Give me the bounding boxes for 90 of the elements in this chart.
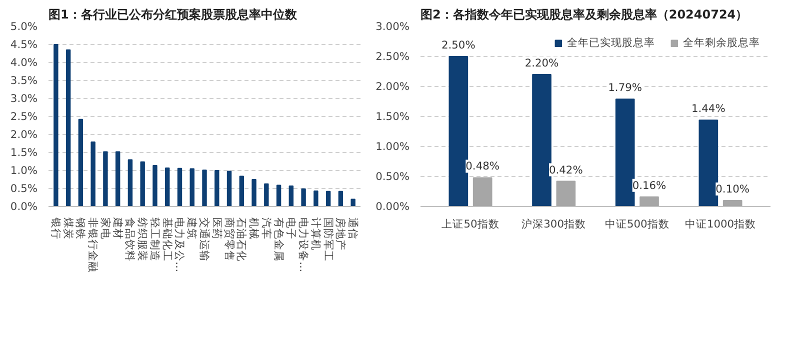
x-tick-label: 煤炭 <box>62 218 75 240</box>
y-tick-label: 5.0% <box>10 20 38 33</box>
bar <box>214 170 220 206</box>
y-tick-label: 0.5% <box>10 182 38 195</box>
data-label: 0.42% <box>548 163 583 176</box>
bar <box>78 118 84 206</box>
data-label: 0.16% <box>632 178 666 192</box>
x-tick-label: 电力设备… <box>297 218 310 272</box>
x-tick-label: 通信 <box>346 218 360 240</box>
x-tick-label: 基础化工 <box>160 218 174 262</box>
y-tick-label: 0.00% <box>376 200 410 213</box>
bar <box>276 184 282 206</box>
bar <box>177 168 182 206</box>
x-tick-label: 机械 <box>248 218 261 240</box>
bar <box>722 200 742 206</box>
data-label: 2.50% <box>441 38 476 52</box>
bar <box>532 74 552 206</box>
x-tick-label: 中证1000指数 <box>684 218 756 230</box>
bar <box>350 198 356 206</box>
x-tick-label: 医药 <box>210 218 224 240</box>
bar <box>252 179 256 206</box>
x-tick-label: 沪深300指数 <box>522 218 586 230</box>
data-label: 0.10% <box>716 182 750 196</box>
x-tick-label: 商贸零售 <box>222 218 236 262</box>
x-tick-label: 国防军工 <box>322 218 335 262</box>
y-tick-label: 2.50% <box>376 50 410 63</box>
bar <box>264 183 269 206</box>
bar <box>128 159 133 206</box>
bar <box>615 98 635 206</box>
y-tick-label: 1.00% <box>376 140 410 153</box>
bar <box>338 190 344 206</box>
y-tick-label: 2.00% <box>376 80 410 93</box>
y-tick-label: 3.5% <box>10 74 38 87</box>
y-tick-label: 1.0% <box>10 164 38 177</box>
bar <box>202 170 207 206</box>
x-tick-label: 电子 <box>284 218 298 240</box>
bar <box>288 185 294 206</box>
legend-label: 全年剩余股息率 <box>683 36 760 50</box>
y-tick-label: 2.0% <box>10 128 38 141</box>
bar <box>103 151 108 206</box>
y-tick-label: 4.5% <box>10 38 38 51</box>
y-tick-label: 3.0% <box>10 92 38 105</box>
bar <box>472 177 492 206</box>
x-tick-label: 家电 <box>98 218 112 240</box>
data-label: 1.44% <box>691 102 726 116</box>
bar <box>66 49 71 206</box>
bar <box>239 176 244 206</box>
bar <box>90 142 96 206</box>
x-tick-label: 钢铁 <box>74 216 88 240</box>
x-tick-label: 电力及公… <box>173 218 186 272</box>
bar <box>54 44 58 206</box>
x-tick-label: 交通运输 <box>198 218 211 262</box>
x-tick-label: 石油石化 <box>235 218 248 262</box>
data-label: 1.79% <box>608 81 642 94</box>
data-label: 0.48% <box>466 160 500 173</box>
bar <box>640 196 659 206</box>
x-tick-label: 食品饮料 <box>124 218 137 262</box>
y-tick-label: 4.0% <box>10 56 38 69</box>
legend-label: 全年已实现股息率 <box>567 36 655 50</box>
bar <box>190 168 194 206</box>
data-label: 2.20% <box>524 56 559 70</box>
x-tick-label: 建筑 <box>186 216 199 240</box>
y-tick-label: 3.00% <box>376 20 410 33</box>
chart-title: 图2：各指数今年已实现股息率及剩余股息率（20240724） <box>420 8 748 22</box>
bar <box>326 190 331 206</box>
bar <box>556 180 576 206</box>
x-tick-label: 纺织服装 <box>136 218 150 262</box>
bar <box>314 190 318 206</box>
x-tick-label: 轻工制造 <box>148 218 162 262</box>
bar <box>140 161 145 206</box>
bar <box>115 151 120 206</box>
y-tick-label: 2.5% <box>10 110 38 123</box>
x-tick-label: 银行 <box>49 216 62 240</box>
y-tick-label: 1.50% <box>376 110 410 123</box>
x-tick-label: 建材 <box>111 216 124 240</box>
x-tick-label: 有色金属 <box>272 218 286 262</box>
y-tick-label: 0.0% <box>10 200 38 213</box>
bar <box>301 188 306 206</box>
y-tick-label: 1.5% <box>10 146 38 159</box>
y-tick-label: 0.50% <box>376 170 410 183</box>
x-tick-label: 上证50指数 <box>442 218 500 230</box>
x-tick-label: 计算机 <box>309 218 322 250</box>
bar <box>152 164 158 206</box>
x-tick-label: 中证500指数 <box>604 218 670 230</box>
chart-title: 图1：各行业已公布分红预案股票股息率中位数 <box>48 8 298 22</box>
x-tick-label: 房地产 <box>334 218 348 250</box>
x-tick-label: 汽车 <box>260 218 273 240</box>
x-tick-label: 非银行金融 <box>86 218 100 272</box>
bar <box>226 170 232 206</box>
bar <box>165 167 170 206</box>
